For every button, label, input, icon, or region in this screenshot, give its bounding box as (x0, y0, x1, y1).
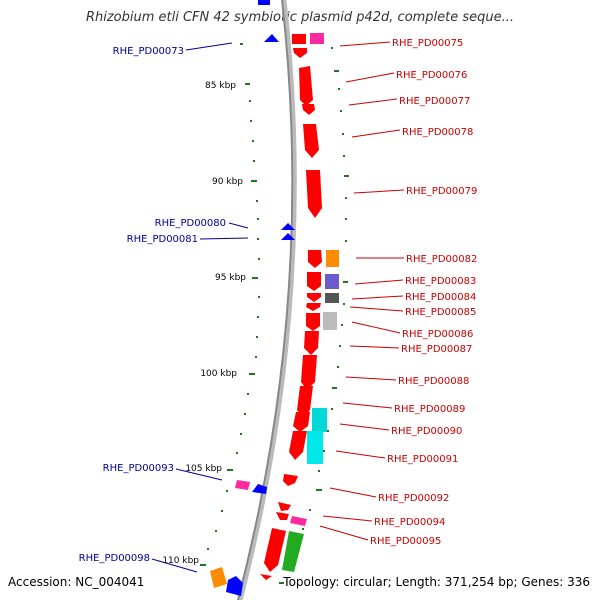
gene-label: RHE_PD00077 (399, 96, 470, 107)
reverse-genes (226, 0, 295, 596)
labels-left: RHE_PD00073 RHE_PD00080 RHE_PD00081 RHE_… (79, 46, 226, 564)
gene-rhe-pd00077 (302, 104, 315, 115)
map-title: Rhizobium etli CFN 42 symbiotic plasmid … (85, 10, 515, 25)
gene-label: RHE_PD00082 (406, 254, 477, 265)
tick-dots-outer (279, 47, 349, 584)
gene-rhe-pd00093 (252, 484, 267, 494)
gene-label: RHE_PD00079 (406, 186, 477, 197)
gene-rhe-pd00084-b (325, 293, 339, 303)
gene-rhe-pd00083-a (307, 272, 321, 291)
gene-rhe-pd00075-b (310, 33, 324, 44)
gene-label: RHE_PD00091 (387, 454, 458, 465)
gene-rhe-pd00082-a (308, 250, 322, 268)
gene-label: RHE_PD00078 (402, 127, 473, 138)
gene-label: RHE_PD00080 (155, 218, 226, 229)
gene-rhe-pd00098 (226, 576, 243, 596)
gene-rhe-pd00086-b (323, 312, 337, 330)
summary-text: Topology: circular; Length: 371,254 bp; … (283, 575, 590, 589)
label-lines-left (151, 42, 249, 573)
gene-label: RHE_PD00075 (392, 38, 463, 49)
tick-label: 85 kbp (205, 81, 236, 91)
gene-bottom-forward (260, 574, 272, 580)
label-lines-right (319, 41, 405, 541)
gene-rhe-pd00075-a (292, 34, 306, 44)
gene-rhe-pd00093-a (235, 480, 250, 490)
gene-rhe-pd00086-a (306, 313, 320, 331)
gene-rhe-pd00094-c (290, 516, 307, 526)
gene-rhe-pd00078 (303, 124, 319, 158)
tick-label: 100 kbp (200, 369, 237, 379)
gene-rhe-pd00094-a (278, 502, 291, 511)
gene-rhe-pd00095-a (264, 528, 286, 572)
tick-label: 110 kbp (162, 556, 199, 566)
forward-genes (210, 33, 339, 588)
gene-label: RHE_PD00076 (396, 70, 467, 81)
accession-text: Accession: NC_004041 (8, 575, 145, 589)
tick-dots-inner (200, 43, 260, 566)
tick-label: 105 kbp (185, 464, 222, 474)
gene-rhe-pd00076 (299, 66, 313, 106)
tick-label: 90 kbp (212, 177, 243, 187)
backbone-arc (237, 0, 297, 600)
gene-rhe-pd00089 (297, 386, 313, 418)
gene-label: RHE_PD00081 (127, 234, 198, 245)
gene-label: RHE_PD00086 (402, 329, 473, 340)
gene-rhe-pd00087 (304, 331, 319, 355)
gene-label: RHE_PD00088 (398, 376, 469, 387)
gene-rhe-pd00075-c (293, 48, 307, 58)
tick-labels: 85 kbp 90 kbp 95 kbp 100 kbp 105 kbp 110… (162, 81, 246, 566)
gene-label: RHE_PD00098 (79, 553, 150, 564)
gene-label: RHE_PD00089 (394, 404, 465, 415)
gene-top-reverse (258, 0, 270, 5)
backbone-arc-inner (237, 0, 294, 600)
gene-label: RHE_PD00094 (374, 517, 445, 528)
gene-rhe-pd00090-b (312, 408, 327, 432)
gene-rhe-pd00073 (264, 34, 279, 42)
gene-label: RHE_PD00085 (405, 307, 476, 318)
gene-rhe-pd00094-b (276, 512, 289, 520)
gene-label: RHE_PD00073 (113, 46, 184, 57)
gene-label: RHE_PD00092 (378, 493, 449, 504)
gene-rhe-pd00090-a (293, 412, 310, 432)
gene-rhe-pd00092 (283, 474, 298, 486)
gene-label: RHE_PD00095 (370, 536, 441, 547)
gene-rhe-pd00083-b (325, 274, 339, 289)
gene-label: RHE_PD00093 (103, 463, 174, 474)
gene-rhe-pd00082-b (326, 250, 339, 267)
gene-rhe-pd00098-a (210, 567, 227, 588)
gene-label: RHE_PD00084 (405, 292, 476, 303)
labels-right: RHE_PD00075 RHE_PD00076 RHE_PD00077 RHE_… (370, 38, 477, 547)
gene-rhe-pd00088 (301, 355, 317, 390)
gene-rhe-pd00091-b (307, 431, 323, 464)
gene-rhe-pd00080 (281, 223, 295, 230)
gene-rhe-pd00091-a (289, 431, 307, 460)
gene-label: RHE_PD00087 (401, 344, 472, 355)
gene-rhe-pd00095-b (282, 531, 304, 572)
gene-label: RHE_PD00083 (405, 276, 476, 287)
gene-rhe-pd00084-a (307, 293, 321, 302)
gene-rhe-pd00081 (281, 233, 295, 240)
tick-label: 95 kbp (215, 273, 246, 283)
gene-rhe-pd00079 (306, 170, 322, 218)
gene-rhe-pd00085 (306, 303, 321, 311)
gene-label: RHE_PD00090 (391, 426, 462, 437)
